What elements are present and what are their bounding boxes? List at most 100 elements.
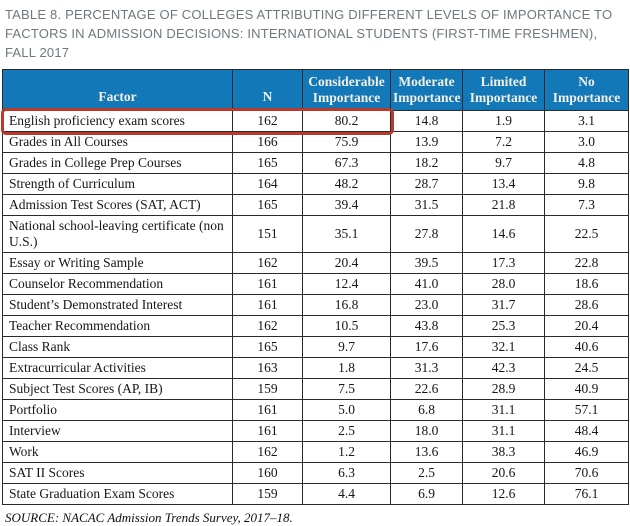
- table-row: Strength of Curriculum 164 48.2 28.7 13.…: [2, 173, 629, 195]
- n-cell: 165: [232, 336, 303, 358]
- moderate-importance-cell: 43.8: [390, 315, 463, 337]
- column-header-no-importance: No Importance: [544, 69, 629, 111]
- table-row: Counselor Recommendation 161 12.4 41.0 2…: [2, 273, 629, 295]
- limited-importance-cell: 17.3: [462, 252, 545, 274]
- no-importance-cell: 18.6: [544, 273, 629, 295]
- column-header-n: N: [232, 69, 303, 111]
- moderate-importance-cell: 22.6: [390, 378, 463, 400]
- factor-cell: Counselor Recommendation: [2, 273, 233, 295]
- factor-cell: Student’s Demonstrated Interest: [2, 294, 233, 316]
- table-row: Essay or Writing Sample 162 20.4 39.5 17…: [2, 252, 629, 274]
- factor-cell: Strength of Curriculum: [2, 173, 233, 195]
- table-header: Factor N Considerable Importance Moderat…: [2, 69, 629, 111]
- no-importance-cell: 46.9: [544, 441, 629, 463]
- factor-cell: Class Rank: [2, 336, 233, 358]
- table-row: Extracurricular Activities 163 1.8 31.3 …: [2, 357, 629, 379]
- limited-importance-cell: 31.1: [462, 420, 545, 442]
- table-row: Work 162 1.2 13.6 38.3 46.9: [2, 441, 629, 463]
- moderate-importance-cell: 18.2: [390, 152, 463, 174]
- considerable-importance-cell: 48.2: [302, 173, 391, 195]
- no-importance-cell: 22.5: [544, 215, 629, 253]
- moderate-importance-cell: 17.6: [390, 336, 463, 358]
- no-importance-cell: 48.4: [544, 420, 629, 442]
- table-body: English proficiency exam scores 162 80.2…: [2, 110, 629, 505]
- table-row: National school-leaving certificate (non…: [2, 215, 629, 253]
- no-importance-cell: 70.6: [544, 462, 629, 484]
- limited-importance-cell: 9.7: [462, 152, 545, 174]
- limited-importance-cell: 20.6: [462, 462, 545, 484]
- limited-importance-cell: 14.6: [462, 215, 545, 253]
- considerable-importance-cell: 2.5: [302, 420, 391, 442]
- moderate-importance-cell: 2.5: [390, 462, 463, 484]
- limited-importance-cell: 12.6: [462, 483, 545, 505]
- considerable-importance-cell: 20.4: [302, 252, 391, 274]
- no-importance-cell: 3.1: [544, 110, 629, 132]
- no-importance-cell: 20.4: [544, 315, 629, 337]
- n-cell: 163: [232, 357, 303, 379]
- considerable-importance-cell: 9.7: [302, 336, 391, 358]
- moderate-importance-cell: 41.0: [390, 273, 463, 295]
- considerable-importance-cell: 35.1: [302, 215, 391, 253]
- factor-cell: Grades in All Courses: [2, 131, 233, 153]
- factor-cell: Portfolio: [2, 399, 233, 421]
- factor-cell: Essay or Writing Sample: [2, 252, 233, 274]
- n-cell: 162: [232, 315, 303, 337]
- factor-cell: Grades in College Prep Courses: [2, 152, 233, 174]
- moderate-importance-cell: 18.0: [390, 420, 463, 442]
- n-cell: 166: [232, 131, 303, 153]
- factor-cell: Extracurricular Activities: [2, 357, 233, 379]
- table-row: Admission Test Scores (SAT, ACT) 165 39.…: [2, 194, 629, 216]
- table-row: Subject Test Scores (AP, IB) 159 7.5 22.…: [2, 378, 629, 400]
- limited-importance-cell: 42.3: [462, 357, 545, 379]
- considerable-importance-cell: 80.2: [302, 110, 391, 132]
- considerable-importance-cell: 16.8: [302, 294, 391, 316]
- limited-importance-cell: 31.1: [462, 399, 545, 421]
- limited-importance-cell: 21.8: [462, 194, 545, 216]
- n-cell: 165: [232, 194, 303, 216]
- considerable-importance-cell: 1.8: [302, 357, 391, 379]
- source-note: SOURCE: NACAC Admission Trends Survey, 2…: [5, 510, 293, 525]
- moderate-importance-cell: 14.8: [390, 110, 463, 132]
- moderate-importance-cell: 13.9: [390, 131, 463, 153]
- column-header-considerable-importance: Considerable Importance: [302, 69, 391, 111]
- no-importance-cell: 24.5: [544, 357, 629, 379]
- table-row: Class Rank 165 9.7 17.6 32.1 40.6: [2, 336, 629, 358]
- no-importance-cell: 40.6: [544, 336, 629, 358]
- considerable-importance-cell: 4.4: [302, 483, 391, 505]
- factor-cell: Subject Test Scores (AP, IB): [2, 378, 233, 400]
- importance-table: Factor N Considerable Importance Moderat…: [2, 69, 629, 505]
- table-row: SAT II Scores 160 6.3 2.5 20.6 70.6: [2, 462, 629, 484]
- factor-cell: National school-leaving certificate (non…: [2, 215, 233, 253]
- limited-importance-cell: 31.7: [462, 294, 545, 316]
- factor-cell: Admission Test Scores (SAT, ACT): [2, 194, 233, 216]
- limited-importance-cell: 7.2: [462, 131, 545, 153]
- considerable-importance-cell: 5.0: [302, 399, 391, 421]
- no-importance-cell: 7.3: [544, 194, 629, 216]
- n-cell: 161: [232, 294, 303, 316]
- limited-importance-cell: 32.1: [462, 336, 545, 358]
- no-importance-cell: 4.8: [544, 152, 629, 174]
- table-row: Portfolio 161 5.0 6.8 31.1 57.1: [2, 399, 629, 421]
- moderate-importance-cell: 27.8: [390, 215, 463, 253]
- limited-importance-cell: 13.4: [462, 173, 545, 195]
- column-header-factor: Factor: [2, 69, 233, 111]
- considerable-importance-cell: 75.9: [302, 131, 391, 153]
- considerable-importance-cell: 6.3: [302, 462, 391, 484]
- page-title: TABLE 8. PERCENTAGE OF COLLEGES ATTRIBUT…: [5, 7, 613, 60]
- moderate-importance-cell: 28.7: [390, 173, 463, 195]
- moderate-importance-cell: 31.5: [390, 194, 463, 216]
- column-header-limited-importance: Limited Importance: [462, 69, 545, 111]
- table-row: Student’s Demonstrated Interest 161 16.8…: [2, 294, 629, 316]
- moderate-importance-cell: 31.3: [390, 357, 463, 379]
- no-importance-cell: 40.9: [544, 378, 629, 400]
- factor-cell: Teacher Recommendation: [2, 315, 233, 337]
- n-cell: 164: [232, 173, 303, 195]
- moderate-importance-cell: 23.0: [390, 294, 463, 316]
- considerable-importance-cell: 12.4: [302, 273, 391, 295]
- moderate-importance-cell: 6.9: [390, 483, 463, 505]
- n-cell: 161: [232, 399, 303, 421]
- table-row: Grades in College Prep Courses 165 67.3 …: [2, 152, 629, 174]
- n-cell: 160: [232, 462, 303, 484]
- table-row: Grades in All Courses 166 75.9 13.9 7.2 …: [2, 131, 629, 153]
- n-cell: 162: [232, 441, 303, 463]
